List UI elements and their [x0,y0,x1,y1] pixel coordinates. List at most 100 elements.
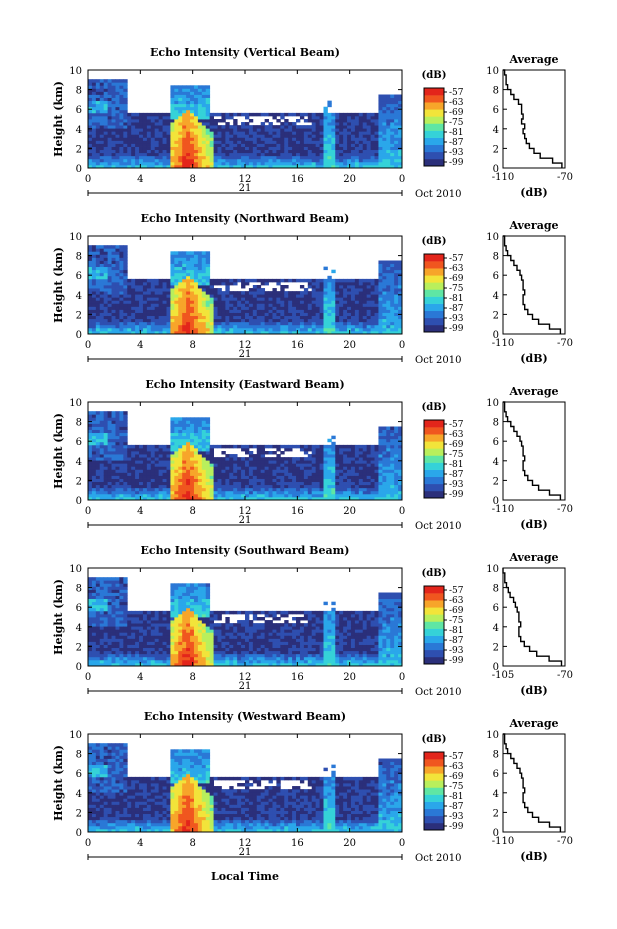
heatmap-cell [268,451,273,455]
heatmap-cell [241,152,246,157]
heatmap-cell [252,278,258,283]
heatmap-cell [197,137,203,141]
heatmap-cell [111,149,116,154]
heatmap-cell [91,460,97,464]
heatmap-cell [303,288,309,292]
heatmap-cell [150,152,156,157]
heatmap-cell [115,100,120,105]
heatmap-cell [225,484,230,489]
heatmap-cell [233,324,238,329]
heatmap-cell [347,327,352,332]
heatmap-cell [358,487,364,492]
heatmap-cell [201,438,207,443]
heatmap-cell [382,493,387,498]
heatmap-cell [319,454,324,458]
heatmap-cell [339,496,344,500]
heatmap-cell [362,140,368,144]
colorbar-tick-label: -93 [449,314,464,324]
heatmap-cell [107,109,112,114]
heatmap-cell [331,131,336,135]
heatmap-cell [135,152,140,157]
heatmap-cell [398,106,402,111]
heatmap-cell [335,493,340,498]
heatmap-cell [135,140,140,144]
heatmap-cell [158,327,163,332]
heatmap-cell [276,444,281,449]
avg-x-tick-label: -70 [557,338,573,349]
heatmap-cell [99,414,105,418]
heatmap-cell [370,493,375,498]
heatmap-cell [386,315,391,320]
heatmap-cell [135,137,140,141]
heatmap-cell [284,303,289,307]
heatmap-cell [146,288,152,292]
heatmap-cell [201,106,207,111]
heatmap-cell [296,125,301,129]
heatmap-cell [111,79,116,83]
heatmap-cell [272,475,277,479]
heatmap-cell [99,254,105,258]
heatmap-cell [237,309,242,313]
heatmap-cell [276,128,281,132]
heatmap-cell [382,106,387,111]
heatmap-cell [162,321,167,326]
heatmap-cell [331,496,336,500]
heatmap-cell [303,146,309,151]
heatmap-cell [186,260,191,264]
heatmap-cell [123,248,128,252]
heatmap-cell [95,291,101,295]
heatmap-cell [186,103,191,108]
heatmap-cell [201,291,207,295]
heatmap-cell [299,490,305,495]
heatmap-cell [311,278,317,283]
heatmap-cell [296,119,301,123]
heatmap-cell [197,303,203,307]
heatmap-cell [123,128,128,132]
heatmap-cell [205,312,211,317]
heatmap-cell [221,309,226,313]
heatmap-cell [280,451,285,455]
heatmap-cell [115,106,120,111]
heatmap-cell [174,484,179,489]
heatmap-cell [103,152,109,157]
heatmap-cell [123,245,128,249]
heatmap-cell [209,315,214,320]
heatmap-cell [366,158,372,163]
heatmap-cell [248,161,254,166]
heatmap-cell [382,137,387,141]
heatmap-cell [323,285,328,289]
heatmap-cell [99,444,105,449]
heatmap-cell [288,493,293,498]
heatmap-cell [197,327,203,332]
heatmap-cell [241,460,246,464]
heatmap-cell [213,125,218,129]
heatmap-cell [382,312,387,317]
heatmap-cell [146,278,152,283]
heatmap-cell [241,134,246,138]
heatmap-cell [170,260,175,264]
heatmap-cell [296,324,301,329]
heatmap-cell [280,155,285,160]
heatmap-cell [99,115,105,120]
heatmap-cell [350,140,356,144]
heatmap-cell [158,140,163,144]
heatmap-cell [319,294,324,298]
heatmap-cell [95,122,101,126]
heatmap-cell [142,460,148,464]
heatmap-cell [174,294,179,298]
heatmap-cell [299,134,305,138]
heatmap-cell [382,100,387,105]
heatmap-cell [193,309,199,313]
heatmap-cell [331,315,336,320]
heatmap-cell [335,496,340,500]
heatmap-cell [256,460,262,464]
heatmap-cell [370,164,375,168]
heatmap-cell [303,303,309,307]
heatmap-cell [162,303,167,307]
heatmap-cell [127,487,132,492]
heatmap-cell [327,155,332,160]
heatmap-cell [88,297,93,301]
heatmap-cell [162,318,167,323]
heatmap-cell [154,457,160,461]
